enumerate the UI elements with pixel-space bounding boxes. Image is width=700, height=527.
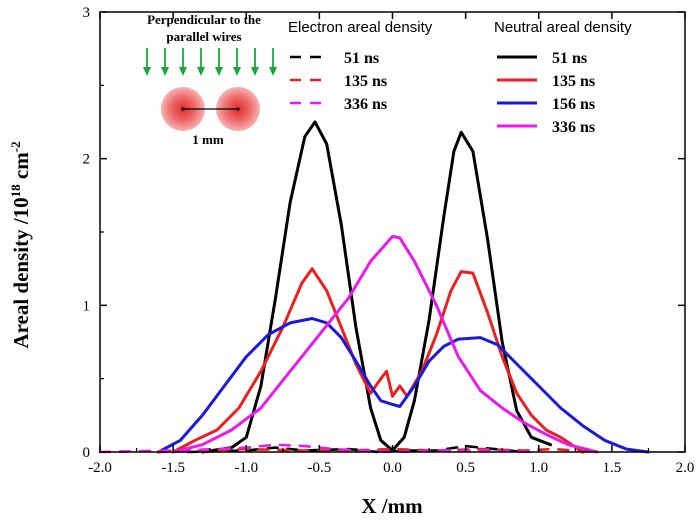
y-axis-title-unit-exponent: -2: [8, 141, 23, 152]
plot-frame: [99, 11, 686, 453]
x-tick-label: -0.5: [308, 460, 332, 476]
x-tick-label: 2.0: [676, 460, 695, 476]
arrow-head-icon: [251, 67, 259, 76]
y-axis-title: Areal density /1018 cm-2: [8, 141, 33, 348]
legend-label-electron: 135 ns: [344, 73, 387, 90]
legend-neutral-items: 51 ns 135 ns 156 ns 336 ns: [497, 50, 595, 136]
plot-marks: [98, 120, 650, 454]
x-tick-label: 1.5: [603, 460, 622, 476]
legend-electron-items: 51 ns 135 ns 336 ns: [290, 50, 387, 113]
y-tick-label: 0: [83, 445, 91, 461]
x-tick-label: 1.0: [529, 460, 548, 476]
legend-neutral: Neutral areal density 51 ns 135 ns 156 ns 3…: [494, 19, 632, 136]
arrow-head-icon: [215, 67, 223, 76]
legend-label-electron: 51 ns: [344, 50, 379, 67]
x-tick-label: -1.5: [161, 460, 185, 476]
legend-label-neutral: 51 ns: [552, 50, 587, 67]
series-line-neutral-3: [171, 234, 599, 454]
y-axis-title-prefix: Areal density /10: [9, 197, 33, 348]
inset-diagram: Perpendicular to the parallel wires 1 mm: [143, 12, 277, 147]
inset-text-line1: Perpendicular to the: [147, 12, 261, 27]
arrow-head-icon: [161, 67, 169, 76]
inset-text-line2: parallel wires: [166, 29, 241, 44]
y-tick-label: 3: [83, 5, 91, 21]
legend-electron-title: Electron areal density: [288, 19, 433, 36]
wire-left-dot: [181, 107, 185, 111]
legend-neutral-title: Neutral areal density: [494, 19, 632, 36]
series-line-neutral-0: [200, 120, 552, 454]
scale-label: 1 mm: [192, 132, 224, 147]
series-line-neutral-2: [157, 317, 650, 454]
series-line-neutral-1: [171, 267, 585, 454]
arrow-head-icon: [269, 67, 277, 76]
y-tick-label: 2: [83, 152, 91, 168]
arrow-head-icon: [197, 67, 205, 76]
arrow-head-icon: [233, 67, 241, 76]
x-tick-label: -2.0: [88, 460, 112, 476]
wire-right-dot: [236, 107, 240, 111]
x-tick-label: -1.0: [234, 460, 258, 476]
x-tick-label: 0.5: [456, 460, 475, 476]
legend-label-electron: 336 ns: [344, 96, 387, 113]
legend-label-neutral: 336 ns: [552, 119, 595, 136]
inset-arrows: [143, 48, 277, 76]
y-axis-title-unit: cm: [9, 152, 33, 185]
x-axis-title: X /mm: [361, 494, 423, 518]
legend-label-neutral: 156 ns: [552, 96, 595, 113]
legend-label-neutral: 135 ns: [552, 73, 595, 90]
arrow-head-icon: [143, 67, 151, 76]
y-axis-title-exponent: 18: [8, 184, 23, 198]
arrow-head-icon: [179, 67, 187, 76]
axes: -2.0 -1.5 -1.0 -0.5 0.0 0.5 1.0 1.5 2.0 0 1 2 3: [83, 5, 695, 476]
y-tick-label: 1: [83, 298, 91, 314]
x-tick-label: 0.0: [383, 460, 402, 476]
legend-electron: Electron areal density 51 ns 135 ns 336 ns: [288, 19, 433, 113]
